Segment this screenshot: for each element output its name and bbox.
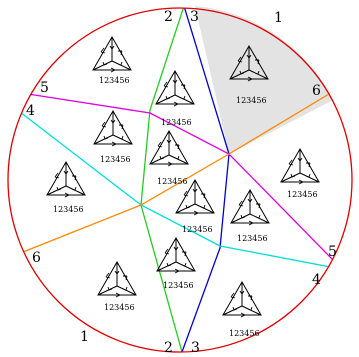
tile: 123456: [230, 189, 270, 243]
label-bottom-3: 3: [191, 340, 200, 356]
line-6: [17, 87, 340, 255]
tile: 123456: [93, 110, 133, 164]
line-3: [181, 8, 230, 352]
line-5: [27, 93, 334, 261]
tile: 123456: [149, 130, 189, 186]
line-2: [140, 8, 185, 352]
label-bottom-left-1: 1: [80, 329, 89, 345]
tile-label: 123456: [237, 234, 268, 243]
tile-label: 123456: [161, 118, 192, 127]
label-left-6: 6: [32, 250, 41, 266]
tile: 123456: [92, 36, 132, 85]
label-left-4: 4: [26, 103, 35, 119]
tile-label: 123456: [99, 76, 130, 85]
tile-label: 123456: [236, 96, 267, 105]
tile-label: 123456: [229, 329, 260, 338]
tile: 123456: [156, 237, 196, 290]
label-right-6: 6: [312, 83, 321, 99]
tile: 123456: [175, 179, 215, 234]
label-top-3: 3: [190, 9, 199, 25]
tile-label: 123456: [287, 190, 318, 199]
tile-label: 123456: [100, 155, 131, 164]
label-right-4: 4: [312, 272, 321, 288]
tile: 123456: [222, 281, 262, 338]
tile: 123456: [46, 161, 86, 214]
tile-label: 123456: [182, 225, 213, 234]
tile-label: 123456: [104, 303, 135, 312]
tile-label: 123456: [163, 281, 194, 290]
outer-circle: [7, 7, 353, 353]
tile: 123456: [280, 148, 320, 199]
tile-label: 123456: [157, 177, 188, 186]
label-top-left-2: 2: [164, 9, 173, 25]
label-right-5: 5: [328, 244, 337, 260]
tile: 123456: [155, 70, 195, 127]
tile: 123456: [229, 45, 269, 105]
shaded-region: [195, 6, 333, 154]
label-bottom-2: 2: [164, 340, 173, 356]
tile: 123456: [97, 261, 137, 312]
line-4: [19, 111, 337, 269]
label-left-5: 5: [40, 80, 49, 96]
tile-label: 123456: [53, 205, 84, 214]
label-top-right-1: 1: [274, 10, 283, 26]
